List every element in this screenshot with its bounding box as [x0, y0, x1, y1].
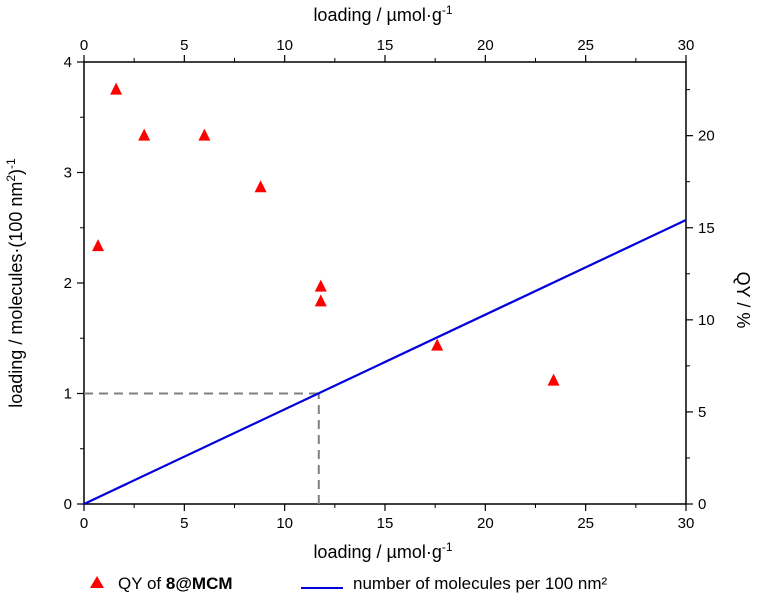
molecules-line: [83, 219, 687, 505]
qy-data-point: [254, 180, 267, 193]
qy-data-point: [92, 239, 105, 252]
y-left-tick-label: 1: [64, 386, 72, 403]
x-axis-bottom-title-unit: mol·g: [397, 542, 442, 562]
x-axis-top-title: loading / µmol·g-1: [313, 3, 452, 25]
legend-item-qy: QY of 8@MCM: [118, 574, 233, 594]
legend: QY of 8@MCM number of molecules per 100 …: [0, 570, 757, 600]
x-axis-bottom-title-exp: -1: [442, 540, 453, 554]
legend-triangle-marker-icon: [90, 576, 104, 588]
x-axis-top-title-mu: µ: [387, 5, 397, 25]
x-top-tick-label: 30: [678, 37, 695, 54]
y-axis-left-title-close: ): [6, 169, 26, 175]
y-right-tick-label: 10: [698, 312, 715, 329]
y-left-tick-label: 0: [64, 496, 72, 513]
x-bottom-tick-label: 10: [276, 515, 293, 532]
x-axis-bottom-title: loading / µmol·g-1: [313, 540, 452, 562]
y-left-tick-label: 3: [64, 165, 72, 182]
y-left-tick-label: 4: [64, 54, 72, 71]
y-axis-right-title: QY / %: [733, 272, 753, 329]
x-top-tick-label: 5: [180, 37, 188, 54]
y-axis-left-title-sup2: 2: [4, 175, 18, 182]
plot-frame: [83, 61, 687, 505]
x-axis-top-title-unit: mol·g: [397, 5, 442, 25]
qy-data-point: [547, 373, 560, 386]
y-right-tick-label: 5: [698, 404, 706, 421]
qy-data-point: [431, 338, 444, 351]
y-axis-left-title-sup-neg: -1: [4, 158, 18, 169]
x-top-tick-label: 10: [276, 37, 293, 54]
legend-qy-prefix: QY of: [118, 574, 166, 593]
x-bottom-tick-label: 30: [678, 515, 695, 532]
y-right-tick-label: 15: [698, 220, 715, 237]
x-axis-bottom-title-prefix: loading /: [313, 542, 386, 562]
x-axis-top-title-exp: -1: [442, 3, 453, 17]
x-axis-bottom-title-mu: µ: [387, 542, 397, 562]
y-left-tick-label: 2: [64, 275, 72, 292]
qy-data-point: [314, 294, 327, 307]
x-top-tick-label: 20: [477, 37, 494, 54]
x-axis-top-title-prefix: loading /: [313, 5, 386, 25]
x-top-tick-label: 25: [577, 37, 594, 54]
y-axis-left-title-main: loading / molecules·(100 nm: [6, 182, 26, 408]
x-bottom-tick-label: 5: [180, 515, 188, 532]
x-top-tick-label: 0: [80, 37, 88, 54]
y-axis-left-title: loading / molecules·(100 nm2)-1: [4, 158, 26, 408]
x-bottom-tick-label: 0: [80, 515, 88, 532]
legend-line-marker-icon: [301, 587, 343, 589]
x-bottom-tick-label: 25: [577, 515, 594, 532]
qy-data-point: [198, 128, 211, 141]
qy-data-point: [138, 128, 151, 141]
legend-item-molecules: number of molecules per 100 nm²: [353, 574, 608, 593]
legend-qy-bold: 8@MCM: [165, 574, 233, 593]
x-bottom-tick-label: 15: [377, 515, 394, 532]
qy-data-point: [110, 82, 123, 95]
qy-data-point: [314, 279, 327, 292]
y-right-tick-label: 0: [698, 496, 706, 513]
y-right-tick-label: 20: [698, 128, 715, 145]
x-bottom-tick-label: 20: [477, 515, 494, 532]
x-top-tick-label: 15: [377, 37, 394, 54]
